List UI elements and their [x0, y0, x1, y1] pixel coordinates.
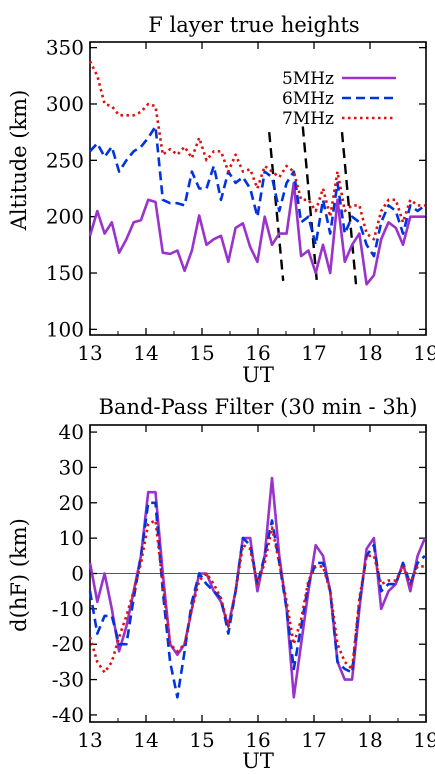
- top-y-tick-label: 300: [46, 92, 84, 116]
- top-series-group: [88, 60, 426, 286]
- bottom-y-tick-label: 30: [59, 455, 84, 479]
- bottom-x-tick-label: 13: [77, 728, 102, 752]
- annotation-dashed-line: [268, 132, 285, 282]
- top-y-axis-label: Altitude (km): [7, 90, 31, 232]
- bottom-x-axis: 13 14 15 16 17 18 19: [77, 425, 435, 752]
- bottom-y-tick-label: 0: [71, 562, 84, 586]
- bottom-y-tick-label: -30: [52, 668, 84, 692]
- top-x-axis: 13 14 15 16 17 18 19: [77, 42, 435, 365]
- top-plot-frame: [89, 41, 427, 336]
- top-x-axis-label: UT: [242, 363, 274, 387]
- bottom-y-tick-label: 10: [59, 526, 84, 550]
- top-annotations: [268, 126, 358, 285]
- top-series-7MHz: [88, 60, 425, 241]
- top-y-tick-label: 200: [46, 205, 84, 229]
- top-y-tick-label: 250: [46, 148, 84, 172]
- bottom-x-tick-label: 18: [357, 728, 382, 752]
- bottom-x-tick-label: 15: [189, 728, 214, 752]
- bottom-x-tick-label: 19: [413, 728, 435, 752]
- top-y-tick-label: 350: [46, 36, 84, 60]
- bottom-y-axis-label: d(hF) (km): [7, 518, 31, 632]
- bottom-chart: Band-Pass Filter (30 min - 3h) 40 30 20 10 0…: [7, 395, 435, 773]
- top-x-tick-label: 18: [357, 341, 382, 365]
- top-chart-title: F layer true heights: [148, 13, 359, 37]
- top-series-5MHz: [88, 181, 425, 286]
- bottom-x-tick-label: 17: [301, 728, 326, 752]
- bottom-series-7MHz: [88, 519, 425, 674]
- bottom-series-group: [88, 476, 427, 699]
- annotation-dashed-line: [340, 132, 358, 285]
- bottom-x-axis-label: UT: [242, 749, 274, 773]
- top-x-tick-label: 14: [133, 341, 158, 365]
- bottom-y-tick-label: 20: [59, 491, 84, 515]
- bottom-series-6MHz: [88, 501, 426, 699]
- top-x-tick-label: 15: [189, 341, 214, 365]
- top-x-tick-label: 13: [77, 341, 102, 365]
- top-chart: F layer true heights 100150200250300350 …: [7, 13, 435, 387]
- annotation-dashed-line: [301, 126, 318, 282]
- bottom-series-5MHz: [88, 476, 427, 699]
- top-series-6MHz: [89, 125, 426, 258]
- legend-label-7MHz: 7MHz: [282, 109, 334, 129]
- bottom-chart-title: Band-Pass Filter (30 min - 3h): [99, 395, 418, 419]
- legend-label-6MHz: 6MHz: [282, 89, 334, 109]
- bottom-x-tick-label: 14: [133, 728, 158, 752]
- top-y-tick-label: 150: [46, 261, 84, 285]
- bottom-y-tick-label: -40: [52, 703, 84, 727]
- bottom-y-tick-label: -10: [52, 597, 84, 621]
- bottom-y-tick-label: 40: [59, 420, 84, 444]
- bottom-y-tick-label: -20: [52, 632, 84, 656]
- legend-label-5MHz: 5MHz: [282, 69, 334, 89]
- top-y-tick-label: 100: [46, 317, 84, 341]
- top-y-axis: 100 150 200 250 300 350: [46, 36, 426, 341]
- bottom-y-axis: 40 30 20 10 0 -10 -20 -30 -40: [52, 420, 426, 727]
- top-x-tick-label: 19: [413, 341, 435, 365]
- bottom-x-tick-label: 16: [245, 728, 270, 752]
- top-x-tick-label: 17: [301, 341, 326, 365]
- top-x-tick-label: 16: [245, 341, 270, 365]
